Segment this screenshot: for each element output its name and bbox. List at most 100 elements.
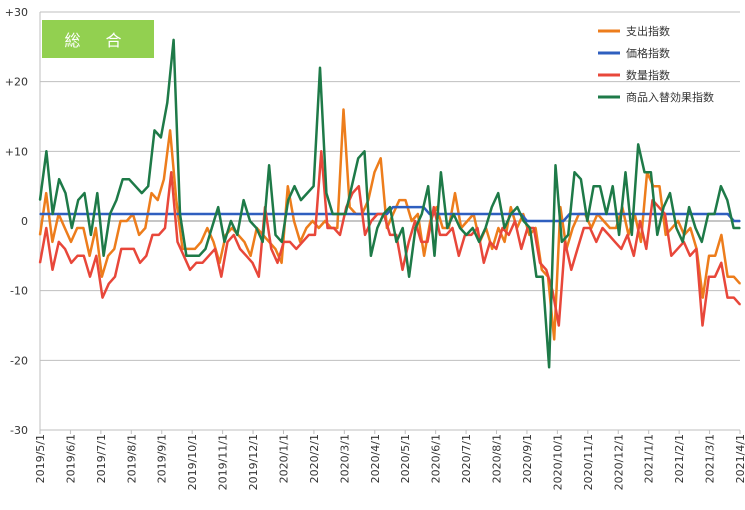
data-point — [701, 324, 704, 327]
data-point — [357, 157, 360, 160]
data-point — [198, 255, 200, 257]
data-point — [144, 227, 147, 229]
data-point — [363, 150, 366, 153]
data-point — [739, 282, 741, 285]
data-point — [108, 282, 110, 285]
series-points — [39, 39, 741, 369]
data-point — [249, 220, 251, 222]
x-axis: 2019/5/1 2019/6/1 2019/7/1 2019/8/1 2019/9/1… — [34, 430, 745, 490]
data-point — [389, 234, 391, 236]
data-point — [311, 220, 314, 222]
data-point — [681, 241, 684, 243]
data-point — [305, 227, 308, 229]
data-point — [258, 275, 260, 278]
data-point — [358, 185, 360, 187]
data-point — [589, 227, 591, 229]
data-point — [664, 234, 667, 236]
data-point — [120, 248, 123, 250]
data-point — [349, 213, 352, 215]
data-point — [574, 213, 577, 215]
data-point — [172, 39, 175, 41]
legend-label: 数量指数 — [626, 68, 670, 82]
data-point — [150, 192, 153, 194]
data-point — [39, 262, 41, 264]
data-point — [282, 213, 285, 215]
x-tick-label: 2020/7/1 — [460, 434, 473, 483]
data-point — [439, 234, 441, 236]
data-point — [379, 157, 382, 160]
data-point — [417, 213, 419, 215]
data-point — [160, 136, 162, 139]
data-point — [688, 206, 690, 208]
data-point — [503, 227, 506, 229]
data-point — [410, 206, 413, 208]
data-point — [395, 241, 398, 243]
data-point — [153, 129, 156, 132]
data-point — [670, 255, 673, 257]
data-point — [289, 241, 291, 243]
data-point — [147, 185, 149, 187]
data-point — [95, 227, 97, 229]
x-tick-label: 2021/3/1 — [704, 434, 717, 483]
data-point — [163, 178, 165, 180]
data-point — [458, 255, 460, 257]
data-point — [497, 192, 500, 194]
data-point — [142, 213, 145, 215]
data-point — [261, 241, 264, 243]
data-point — [148, 213, 151, 215]
data-point — [77, 199, 79, 201]
x-tick-label: 2020/3/1 — [338, 434, 351, 483]
data-point — [664, 213, 666, 215]
data-point — [133, 248, 135, 250]
data-point — [101, 275, 103, 278]
data-point — [57, 213, 60, 215]
data-point — [355, 213, 358, 215]
data-point — [689, 255, 691, 257]
data-point — [206, 227, 209, 229]
data-point — [623, 213, 626, 215]
data-point — [611, 213, 613, 215]
x-tick-label: 2021/2/1 — [673, 434, 686, 483]
x-tick-label: 2020/1/1 — [277, 434, 290, 483]
data-point — [242, 199, 245, 201]
data-point — [684, 213, 686, 215]
data-point — [678, 213, 680, 215]
data-point — [102, 255, 105, 257]
data-point — [64, 248, 66, 250]
data-point — [635, 213, 638, 215]
data-point — [510, 213, 512, 215]
data-point — [156, 199, 159, 201]
data-point — [614, 241, 616, 243]
series-points — [39, 108, 741, 341]
data-point — [191, 255, 194, 257]
data-point — [319, 213, 321, 215]
data-point — [252, 213, 254, 215]
x-tick-label: 2020/11/1 — [582, 434, 595, 490]
data-point — [637, 143, 639, 146]
data-point — [201, 262, 204, 264]
data-point — [119, 220, 122, 222]
data-point — [567, 234, 569, 236]
data-point — [534, 227, 537, 229]
data-point — [211, 227, 213, 229]
data-point — [733, 220, 735, 222]
data-point — [45, 213, 47, 215]
data-point — [101, 296, 104, 299]
data-point — [702, 296, 704, 299]
data-point — [478, 241, 480, 243]
data-point — [408, 275, 410, 278]
x-tick-label: 2019/11/1 — [217, 434, 230, 490]
data-point — [276, 262, 279, 264]
data-point — [586, 220, 589, 222]
data-point — [666, 213, 668, 215]
data-point — [164, 227, 166, 229]
data-point — [63, 213, 66, 215]
data-point — [364, 234, 366, 236]
data-point — [115, 199, 118, 201]
data-point — [620, 248, 623, 250]
data-point — [404, 199, 407, 201]
data-point — [562, 220, 565, 222]
data-point — [45, 192, 47, 194]
data-point — [714, 255, 716, 257]
data-point — [107, 255, 109, 257]
